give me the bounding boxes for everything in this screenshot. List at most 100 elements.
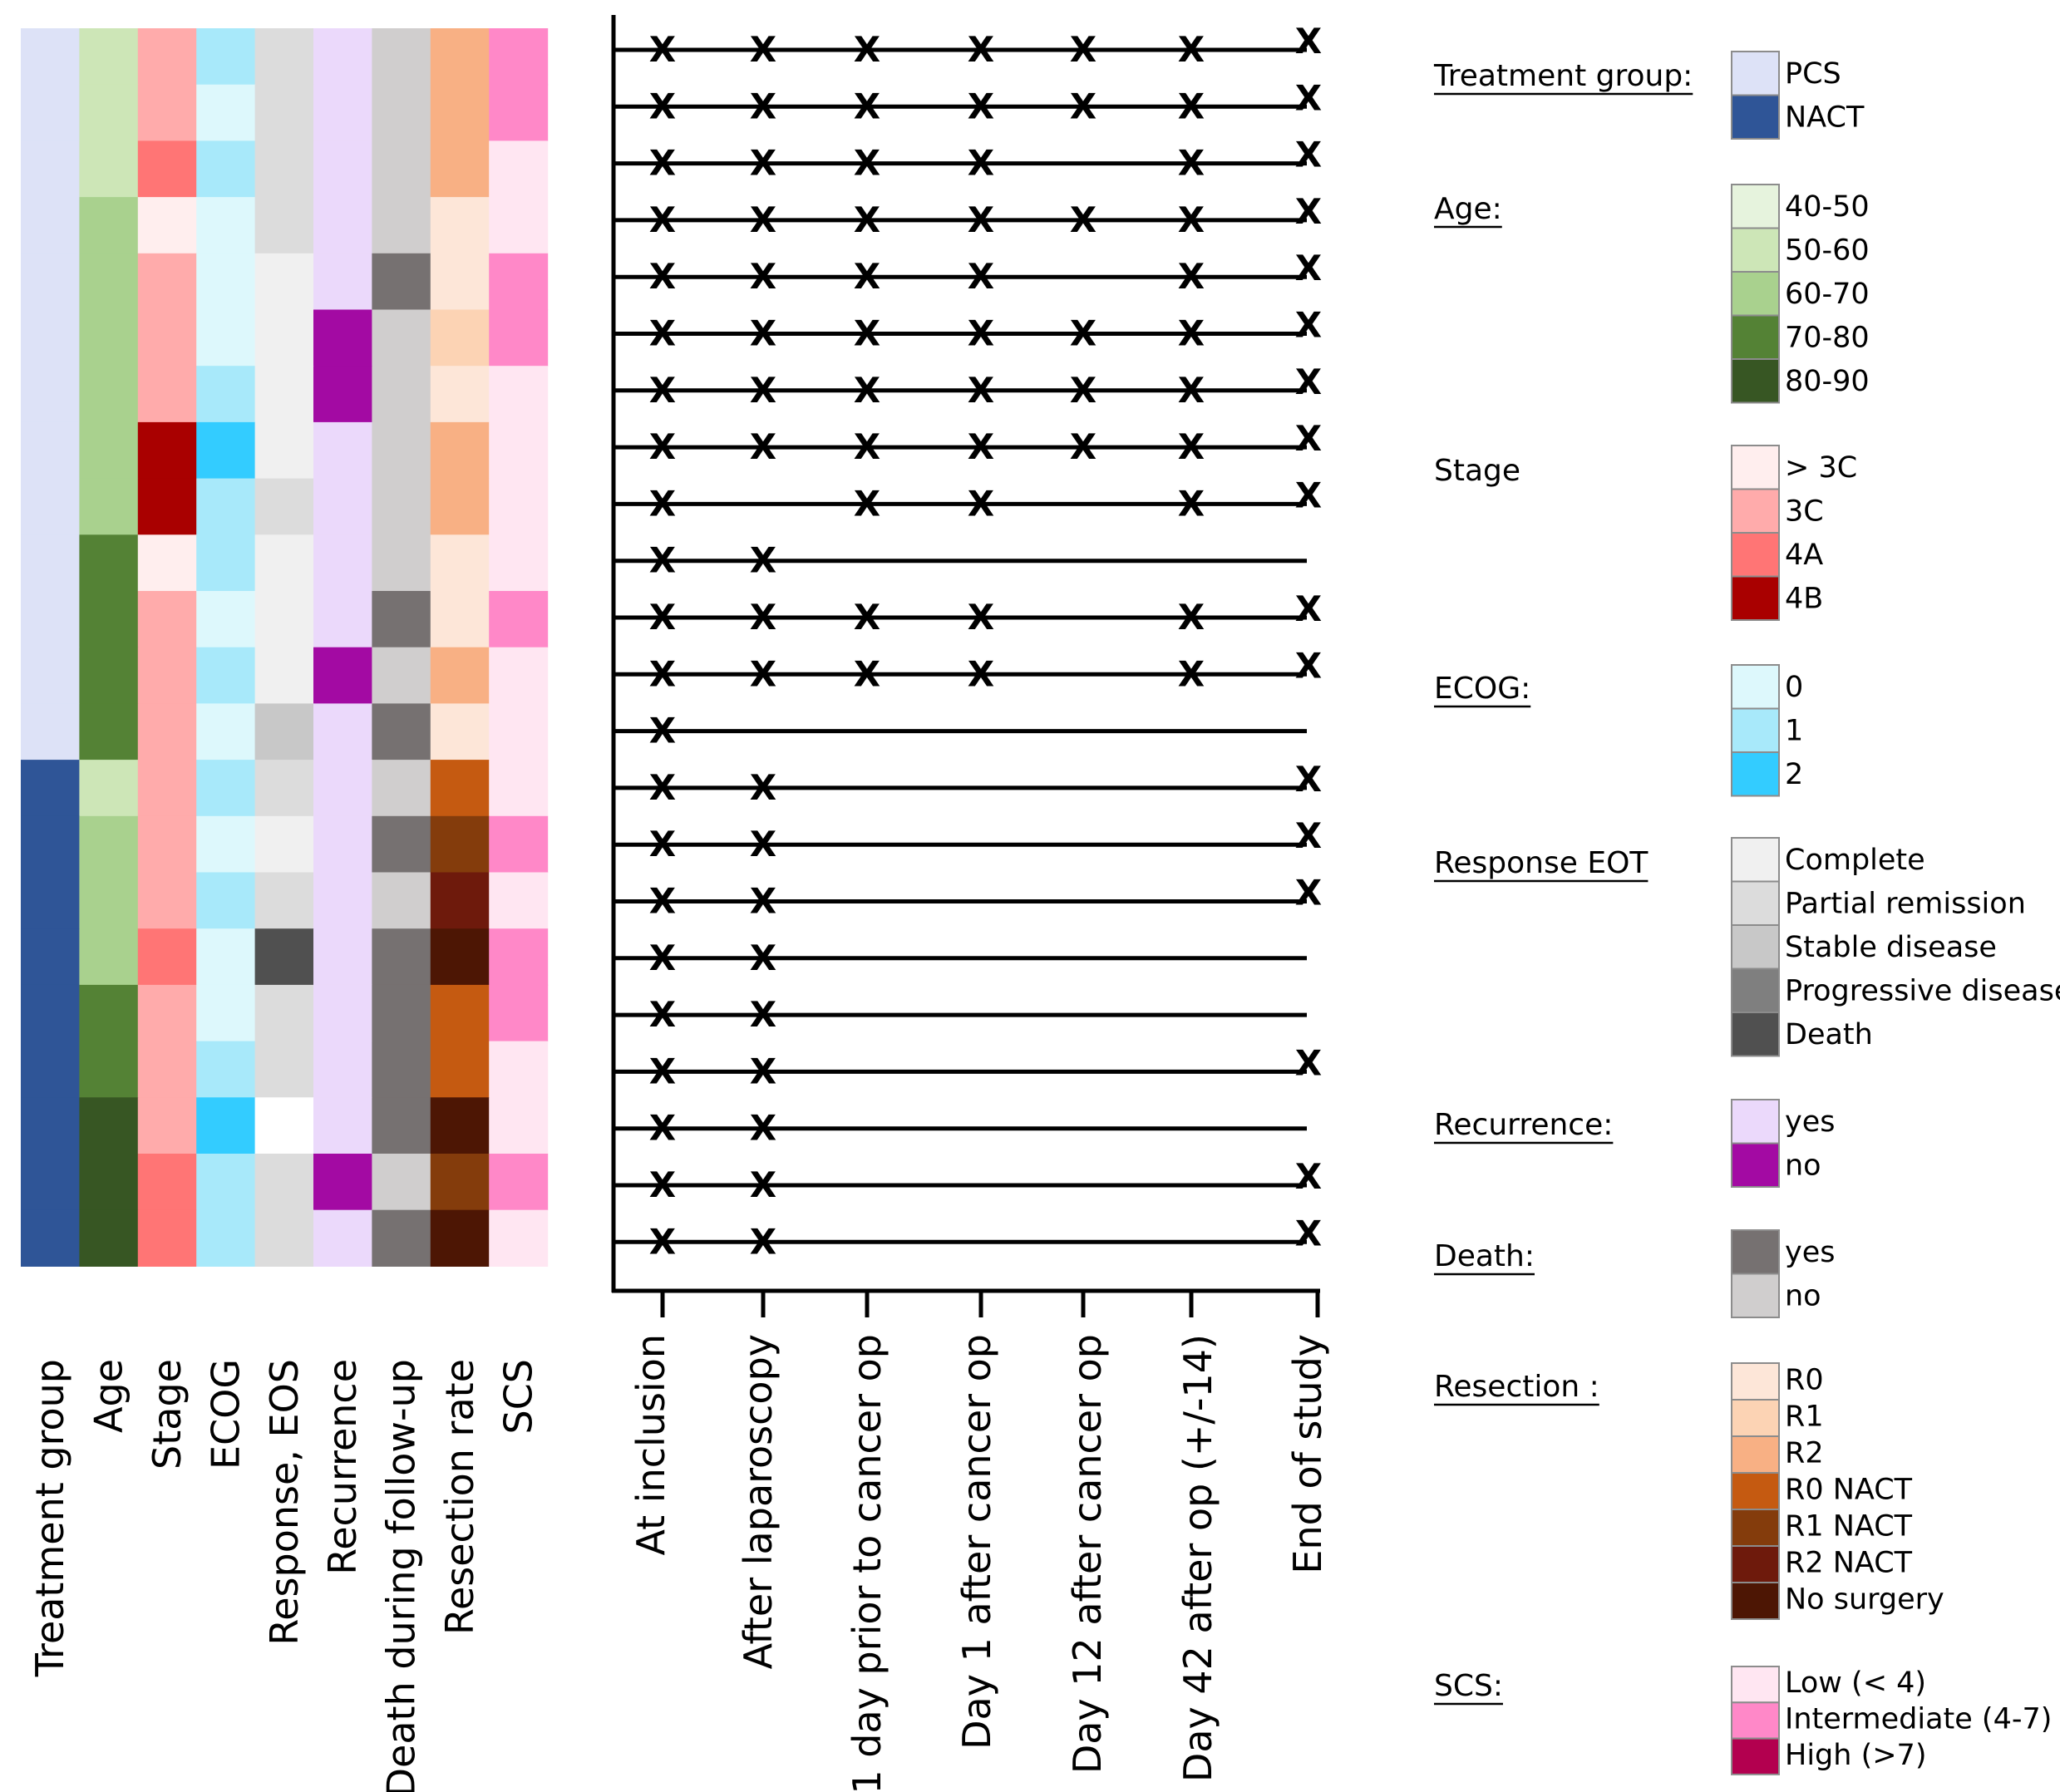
heatmap-cell-treatment-group xyxy=(21,703,80,761)
heatmap-cell-recurrence xyxy=(313,984,372,1042)
sample-marker: X xyxy=(1295,588,1322,629)
heatmap-cell-age xyxy=(79,1209,139,1267)
sample-marker: X xyxy=(1295,873,1322,913)
heatmap-cell-stage xyxy=(137,253,197,311)
heatmap-cell-age xyxy=(79,1041,139,1098)
heatmap-cell-stage xyxy=(137,1097,197,1154)
heatmap-cell-scs xyxy=(489,197,549,254)
heatmap-cell-treatment-group xyxy=(21,534,80,592)
legend-title: Age: xyxy=(1434,192,1502,226)
heatmap-cell-stage xyxy=(137,591,197,648)
heatmap-cell-response-eos xyxy=(254,984,314,1042)
legend-swatch xyxy=(1731,358,1780,404)
heatmap-cell-ecog xyxy=(196,760,256,817)
heatmap-cell-recurrence xyxy=(313,366,372,423)
legend-swatch xyxy=(1731,1472,1780,1510)
sample-marker: X xyxy=(1295,1042,1322,1083)
heatmap-cell-resection-rate xyxy=(430,872,490,929)
heatmap-column-label: Treatment group xyxy=(27,1359,72,1677)
legend-item-label: PCS xyxy=(1785,57,1841,91)
legend-swatch xyxy=(1731,1545,1780,1583)
heatmap-cell-ecog xyxy=(196,1154,256,1211)
sample-marker: X xyxy=(649,824,676,864)
sample-marker: X xyxy=(854,199,880,240)
sample-marker: X xyxy=(750,370,776,411)
heatmap-cell-recurrence xyxy=(313,309,372,367)
legend-swatch xyxy=(1731,751,1780,797)
legend-item-label: 0 xyxy=(1785,671,1803,704)
heatmap-cell-recurrence xyxy=(313,647,372,704)
sample-marker: X xyxy=(968,597,994,638)
sample-marker: X xyxy=(1178,29,1205,70)
legend-item-label: 1 xyxy=(1785,714,1803,747)
sample-marker: X xyxy=(649,313,676,354)
heatmap-cell-response-eos xyxy=(254,872,314,929)
sample-marker: X xyxy=(1295,135,1322,175)
heatmap-cell-recurrence xyxy=(313,591,372,648)
heatmap-cell-age xyxy=(79,1097,139,1154)
heatmap-cell-death-during-follow-up xyxy=(372,84,431,141)
heatmap-cell-age xyxy=(79,534,139,592)
sample-marker: X xyxy=(968,256,994,297)
timepoint-label: 1 day prior to cancer op xyxy=(845,1334,890,1792)
heatmap-cell-recurrence xyxy=(313,534,372,592)
heatmap-cell-resection-rate xyxy=(430,984,490,1042)
legend-item-label: R1 xyxy=(1785,1401,1824,1434)
legend-item-label: Death xyxy=(1785,1018,1873,1051)
sample-marker: X xyxy=(1178,370,1205,411)
heatmap-cell-response-eos xyxy=(254,1097,314,1154)
legend-title: ECOG: xyxy=(1434,672,1530,706)
sample-marker: X xyxy=(750,426,776,467)
heatmap-cell-stage xyxy=(137,872,197,929)
legend-swatch xyxy=(1731,1399,1780,1437)
heatmap-cell-scs xyxy=(489,421,549,480)
legend-item-label: R2 NACT xyxy=(1785,1547,1913,1580)
heatmap-cell-treatment-group xyxy=(21,421,80,480)
heatmap-cell-stage xyxy=(137,1154,197,1211)
legend-swatch xyxy=(1731,314,1780,360)
legend-item-label: No surgery xyxy=(1785,1583,1944,1617)
heatmap-cell-scs xyxy=(489,647,549,704)
sample-marker: X xyxy=(750,938,776,978)
sample-marker: X xyxy=(1178,143,1205,184)
legend-group-treatment-group: Treatment group: PCS NACT xyxy=(1433,51,1865,140)
heatmap-cell-response-eos xyxy=(254,591,314,648)
heatmap-cell-ecog xyxy=(196,478,256,535)
legend-swatch xyxy=(1731,837,1780,883)
heatmap-cell-response-eos xyxy=(254,534,314,592)
heatmap-cell-recurrence xyxy=(313,140,372,198)
heatmap-cell-recurrence xyxy=(313,1154,372,1211)
heatmap-cell-death-during-follow-up xyxy=(372,1097,431,1154)
heatmap-cell-stage xyxy=(137,534,197,592)
heatmap-cell-response-eos xyxy=(254,647,314,704)
legend-title: Death: xyxy=(1434,1239,1535,1273)
heatmap-cell-age xyxy=(79,760,139,817)
heatmap-cell-treatment-group xyxy=(21,872,80,929)
heatmap-cell-age xyxy=(79,309,139,367)
sample-marker: X xyxy=(750,994,776,1035)
legend-swatch xyxy=(1731,1582,1780,1620)
legend-title: Stage xyxy=(1434,454,1520,488)
sampling-timeline: X X X X X X XX X X X X X XX X X X X XX X X X X X XX X X X X XX X X X X X X… xyxy=(611,15,1322,1317)
heatmap-cell-ecog xyxy=(196,984,256,1042)
heatmap-cell-treatment-group xyxy=(21,760,80,817)
sample-marker: X xyxy=(968,86,994,126)
heatmap-cell-recurrence xyxy=(313,28,372,86)
heatmap-cell-resection-rate xyxy=(430,1097,490,1154)
heatmap-cell-age xyxy=(79,421,139,480)
heatmap-cell-resection-rate xyxy=(430,1154,490,1211)
heatmap-cell-scs xyxy=(489,366,549,423)
heatmap-cell-stage xyxy=(137,703,197,761)
heatmap-cell-recurrence xyxy=(313,1041,372,1098)
sample-marker: X xyxy=(968,199,994,240)
heatmap-cell-scs xyxy=(489,591,549,648)
heatmap-cell-response-eos xyxy=(254,140,314,198)
heatmap-cell-treatment-group xyxy=(21,253,80,311)
heatmap-cell-recurrence xyxy=(313,872,372,929)
legend-item-label: Partial remission xyxy=(1785,887,2026,920)
legend-item-label: 60-70 xyxy=(1785,278,1870,311)
sample-marker: X xyxy=(1295,1213,1322,1253)
legend-swatch xyxy=(1731,1666,1780,1704)
sample-marker: X xyxy=(1070,426,1097,467)
